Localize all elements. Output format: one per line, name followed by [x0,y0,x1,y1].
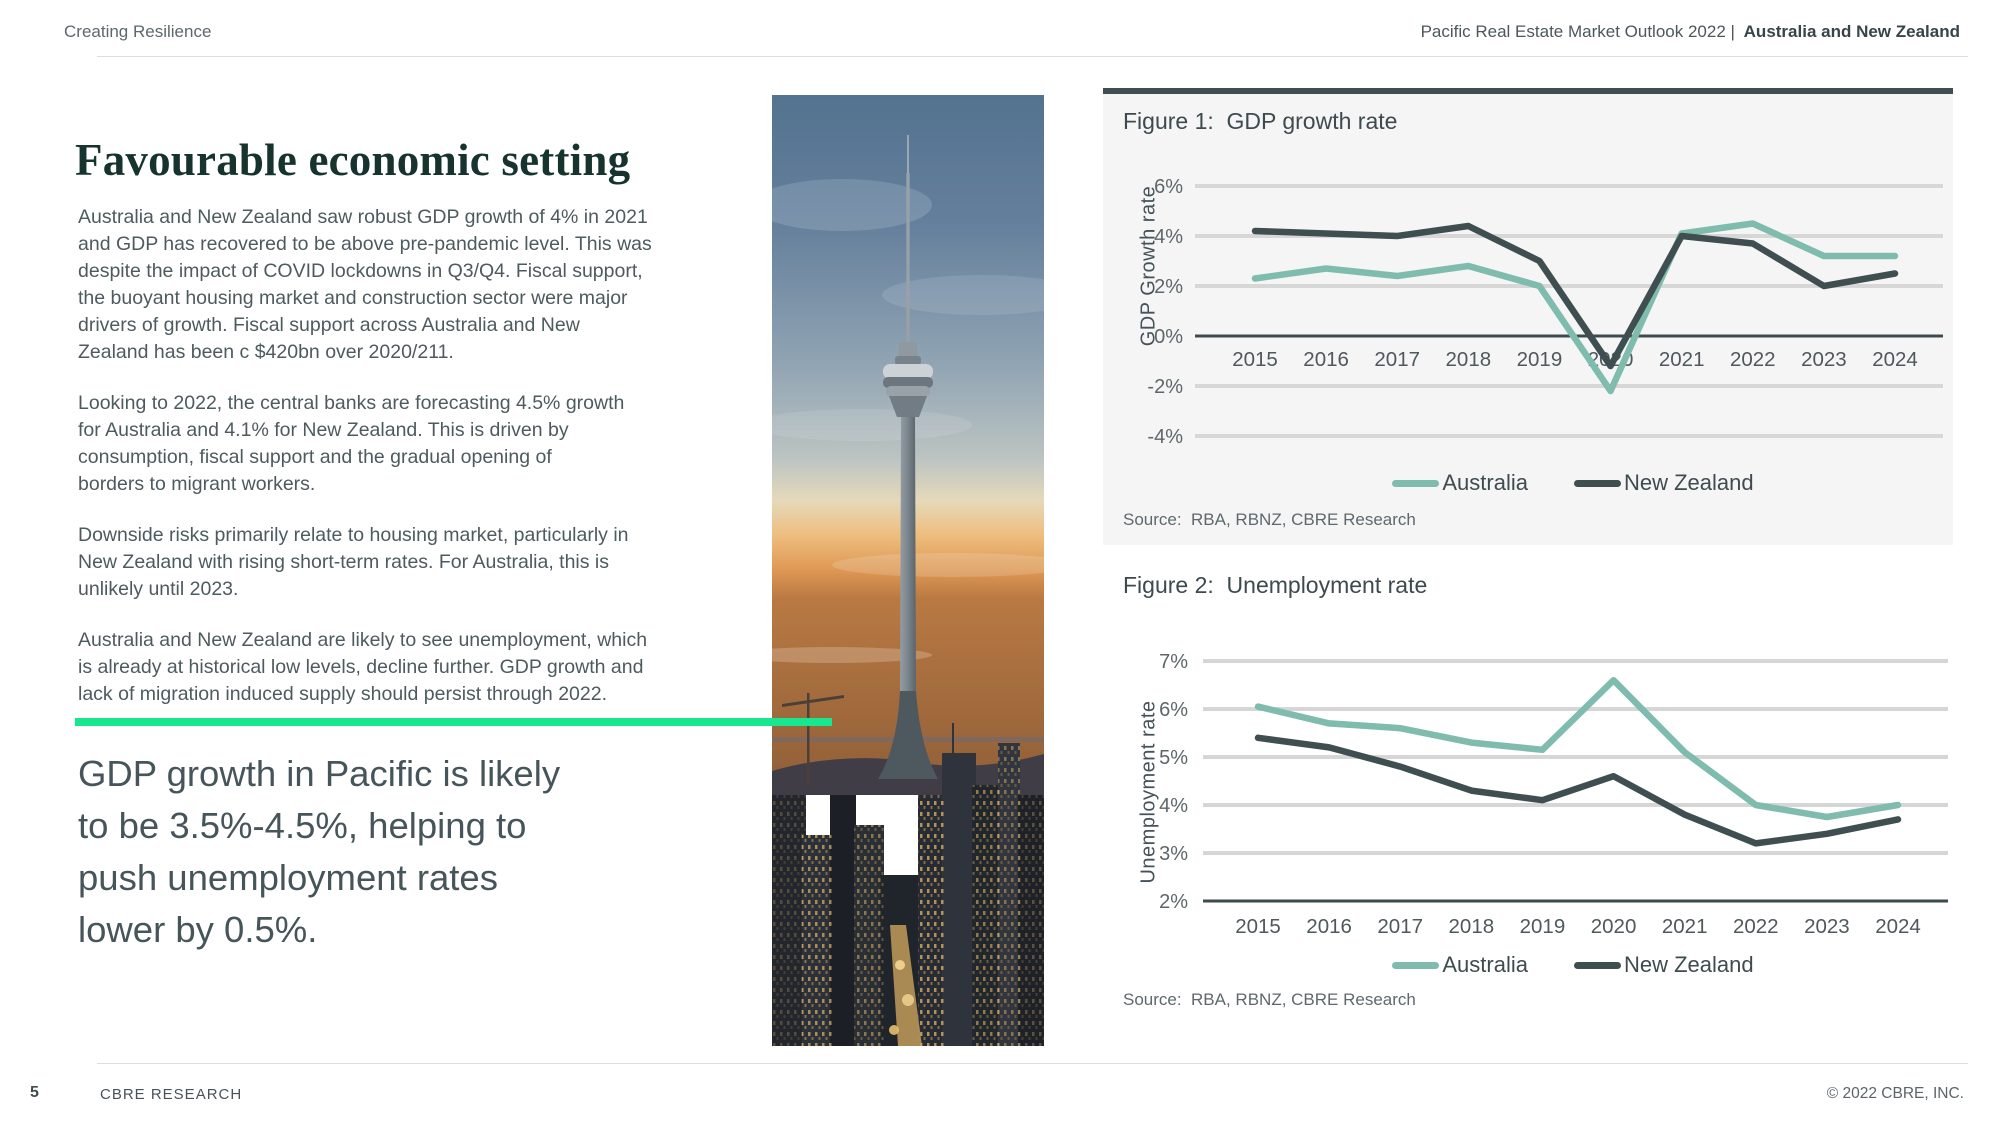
report-title-section: Australia and New Zealand [1743,22,1960,41]
svg-text:2%: 2% [1154,276,1183,298]
figure-1-panel: Figure 1: GDP growth rate GDP Growth rat… [1103,88,1953,545]
paragraph: Downside risks primarily relate to housi… [78,524,629,600]
footer-copyright: © 2022 CBRE, INC. [1826,1085,1964,1102]
figure-1-legend: Australia New Zealand [1103,470,1953,496]
page-number: 5 [30,1084,39,1101]
auckland-sky-tower-photo [772,95,1044,1046]
svg-text:2016: 2016 [1303,348,1349,371]
paragraph: Australia and New Zealand saw robust GDP… [78,206,652,363]
figure-2-title: Figure 2: Unemployment rate [1123,572,1428,598]
legend-item-australia: Australia [1392,470,1528,496]
svg-text:2018: 2018 [1449,915,1495,938]
figure-1-chart: 6% 4% 2% 0% -2% -4% 2015 2016 2017 2018 2019 2020 20… [1103,158,1953,463]
svg-text:2022: 2022 [1733,915,1779,938]
svg-text:4%: 4% [1154,226,1183,248]
svg-text:2021: 2021 [1659,348,1705,371]
svg-text:2024: 2024 [1872,348,1918,371]
svg-text:2019: 2019 [1520,915,1566,938]
svg-text:7%: 7% [1159,651,1188,673]
report-title: Pacific Real Estate Market Outlook 2022 … [1421,22,1960,42]
figure-1-source: Source: RBA, RBNZ, CBRE Research [1123,510,1416,529]
australia-line-swatch [1392,961,1440,969]
legend-label: New Zealand [1623,952,1754,977]
legend-item-new-zealand: New Zealand [1573,952,1754,978]
report-title-regular: Pacific Real Estate Market Outlook 2022 … [1420,22,1735,41]
report-series-title: Creating Resilience [64,22,212,41]
figure-2-panel: Figure 2: Unemployment rate Unemployment… [1103,560,1953,1030]
svg-text:2022: 2022 [1730,348,1776,371]
footer-divider [97,1063,1968,1064]
new-zealand-line-swatch [1573,961,1621,969]
svg-text:2015: 2015 [1235,915,1281,938]
accent-divider [75,718,832,726]
figure-2-legend: Australia New Zealand [1103,952,1953,978]
svg-text:3%: 3% [1159,843,1188,865]
body-copy: Australia and New Zealand saw robust GDP… [78,204,718,732]
svg-text:2%: 2% [1159,891,1188,913]
svg-text:2021: 2021 [1662,915,1708,938]
figure-2-chart: 7% 6% 5% 4% 3% 2% 2015 2016 2017 2018 2019 2020 2021… [1103,626,1953,953]
svg-text:2024: 2024 [1875,915,1921,938]
svg-text:2015: 2015 [1232,348,1278,371]
svg-text:2023: 2023 [1801,348,1847,371]
svg-text:2017: 2017 [1374,348,1420,371]
svg-text:-4%: -4% [1147,426,1183,448]
pull-quote: GDP growth in Pacific is likely to be 3.… [78,753,561,950]
figure-1-title: Figure 1: GDP growth rate [1123,108,1398,134]
footer-brand: CBRE RESEARCH [100,1086,243,1103]
svg-text:2017: 2017 [1377,915,1423,938]
legend-label: New Zealand [1623,470,1754,495]
paragraph: Australia and New Zealand are likely to … [78,629,648,705]
svg-text:0%: 0% [1154,326,1183,348]
svg-text:2019: 2019 [1517,348,1563,371]
header-divider [97,56,1968,57]
legend-label: Australia [1442,952,1528,977]
paragraph: Looking to 2022, the central banks are f… [78,392,625,495]
svg-text:-2%: -2% [1147,376,1183,398]
svg-text:6%: 6% [1154,176,1183,198]
svg-text:2023: 2023 [1804,915,1850,938]
svg-text:4%: 4% [1159,795,1188,817]
legend-item-new-zealand: New Zealand [1573,470,1754,496]
svg-text:2020: 2020 [1591,915,1637,938]
figure-2-source: Source: RBA, RBNZ, CBRE Research [1123,990,1416,1009]
svg-text:2016: 2016 [1306,915,1352,938]
legend-item-australia: Australia [1392,952,1528,978]
legend-label: Australia [1442,470,1528,495]
svg-text:5%: 5% [1159,747,1188,769]
australia-line-swatch [1392,479,1440,487]
new-zealand-line-swatch [1573,479,1621,487]
svg-text:2018: 2018 [1446,348,1492,371]
svg-text:6%: 6% [1159,699,1188,721]
page-title: Favourable economic setting [75,135,631,186]
